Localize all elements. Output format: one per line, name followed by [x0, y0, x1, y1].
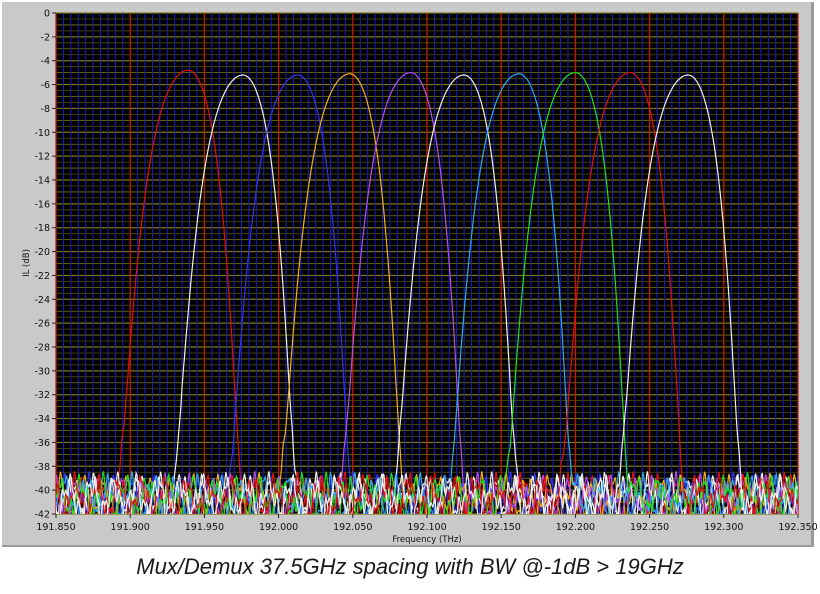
y-tick-label: -38 — [34, 462, 50, 473]
x-tick-label: 191.850 — [36, 522, 75, 533]
channel-7-trace — [56, 73, 798, 514]
y-tick-label: -30 — [34, 366, 50, 377]
y-tick-label: -6 — [41, 80, 50, 91]
y-tick-label: -4 — [41, 56, 50, 67]
il-vs-frequency-chart: 0 -2 -4 -6 -8 -10 -12 -14 -16 -18 -20 -22 -24 -26 -28 -… — [22, 9, 818, 546]
x-axis-label: Frequency (THz) — [392, 535, 461, 545]
x-tick-label: 192.100 — [407, 522, 446, 533]
axes: 0 -2 -4 -6 -8 -10 -12 -14 -16 -18 -20 -22 -24 -26 -28 -… — [34, 9, 817, 534]
y-tick-label: -40 — [34, 486, 50, 497]
series-group — [56, 69, 798, 514]
x-tick-label: 192.050 — [333, 522, 372, 533]
channel-8-trace — [56, 71, 798, 514]
y-tick-label: -22 — [34, 271, 50, 282]
y-axis-label: IL (dB) — [22, 249, 32, 277]
y-tick-label: -16 — [34, 199, 50, 210]
x-tick-label: 192.350 — [778, 522, 817, 533]
y-tick-label: -8 — [41, 104, 50, 115]
grid — [55, 12, 799, 515]
y-tick-label: -26 — [34, 319, 50, 330]
y-tick-label: -20 — [34, 247, 50, 258]
y-tick-label: -42 — [34, 510, 50, 521]
y-tick-label: -28 — [34, 343, 50, 354]
y-tick-label: -36 — [34, 438, 50, 449]
x-tick-label: 192.000 — [259, 522, 298, 533]
y-tick-label: -24 — [34, 295, 50, 306]
y-tick-label: -10 — [34, 128, 50, 139]
y-tick-label: -12 — [34, 152, 50, 163]
y-tick-label: -18 — [34, 223, 50, 234]
y-tick-label: -32 — [34, 390, 50, 401]
x-tick-label: 192.150 — [482, 522, 521, 533]
x-tick-label: 192.200 — [556, 522, 595, 533]
x-tick-label: 192.300 — [704, 522, 743, 533]
channel-10-trace — [56, 74, 798, 514]
x-tick-label: 191.900 — [111, 522, 150, 533]
y-tick-label: -2 — [41, 32, 50, 43]
figure-caption: Mux/Demux 37.5GHz spacing with BW @-1dB … — [136, 554, 684, 579]
x-tick-label: 191.950 — [185, 522, 224, 533]
y-tick-label: -34 — [34, 414, 50, 425]
y-tick-label: -14 — [34, 176, 50, 187]
x-tick-label: 192.250 — [630, 522, 669, 533]
channel-9-trace — [56, 72, 797, 514]
y-tick-label: 0 — [44, 9, 50, 20]
